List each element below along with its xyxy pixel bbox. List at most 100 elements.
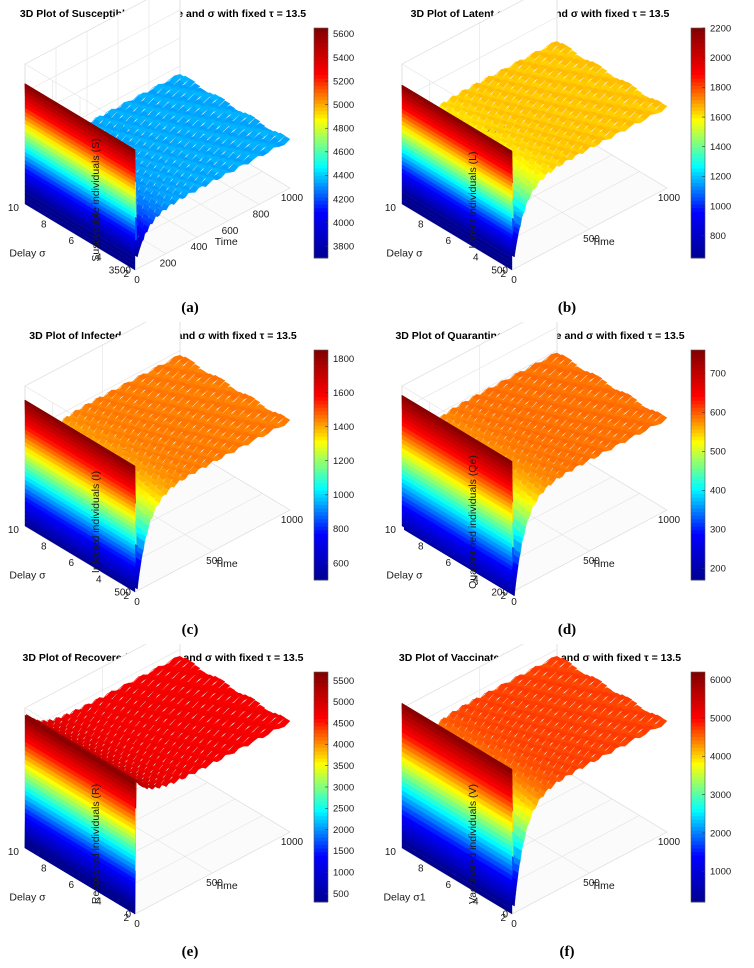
- colorbar-band: [314, 432, 328, 437]
- colorbar-band: [314, 450, 328, 455]
- colorbar-band: [314, 465, 328, 469]
- sigma-tick-label: 2: [500, 591, 506, 602]
- colorbar-band: [314, 103, 328, 108]
- x-tick-label: 1000: [658, 193, 681, 204]
- colorbar-band: [314, 486, 328, 491]
- colorbar-band: [691, 207, 705, 212]
- colorbar-band: [314, 357, 328, 362]
- colorbar-band: [314, 508, 328, 513]
- colorbar-tick-label: 1200: [710, 172, 731, 183]
- sigma-tick-label: 8: [418, 542, 424, 553]
- colorbar-band: [314, 411, 328, 416]
- surface-patch: [244, 114, 256, 124]
- surface-patch: [480, 78, 485, 84]
- panel-caption: (b): [558, 300, 576, 316]
- surface-patch: [249, 118, 261, 128]
- colorbar-band: [314, 89, 328, 94]
- colorbar-band: [314, 554, 328, 559]
- colorbar-band: [314, 243, 328, 248]
- z-axis-label: Infected individuals (I): [90, 471, 102, 573]
- colorbar-band: [314, 457, 328, 462]
- chart-d-svg: 3D Plot of Quarantined over Time and σ w…: [385, 322, 726, 638]
- x-tick-label: 400: [191, 242, 208, 253]
- colorbar-band: [691, 114, 705, 119]
- initial-wall: [401, 84, 513, 271]
- colorbar-band: [314, 63, 328, 68]
- surface-patch: [621, 81, 633, 91]
- colorbar-tick-label: 1400: [333, 422, 354, 433]
- colorbar-band: [314, 562, 328, 567]
- colorbar-band: [314, 164, 328, 169]
- colorbar-band: [314, 193, 328, 198]
- colorbar-tick-label: 800: [710, 231, 726, 242]
- colorbar-band: [691, 218, 705, 223]
- colorbar-band: [314, 526, 328, 531]
- colorbar-band: [691, 132, 705, 137]
- sigma-tick-label: 10: [8, 203, 20, 214]
- colorbar-band: [691, 56, 705, 61]
- colorbar-band: [314, 400, 328, 405]
- colorbar-band: [314, 360, 328, 365]
- colorbar-band: [314, 443, 328, 448]
- surface-patch: [189, 83, 201, 92]
- colorbar-tick-label: 4400: [333, 171, 354, 182]
- surface-patch: [184, 78, 196, 88]
- surface-patch: [510, 373, 516, 379]
- colorbar-band: [314, 254, 328, 259]
- colorbar-band: [314, 421, 328, 426]
- colorbar-band: [314, 407, 328, 412]
- x-tick-label: 600: [222, 226, 239, 237]
- colorbar-band: [314, 38, 328, 43]
- initial-wall: [24, 83, 136, 271]
- colorbar-band: [691, 243, 705, 248]
- colorbar-band: [314, 157, 328, 162]
- colorbar-band: [691, 178, 705, 183]
- sigma-tick-label: 6: [68, 236, 74, 247]
- colorbar-band: [314, 475, 328, 480]
- colorbar-band: [691, 117, 705, 122]
- colorbar-band: [314, 511, 328, 516]
- colorbar-band: [691, 96, 705, 101]
- colorbar-band: [691, 189, 705, 194]
- colorbar-tick-label: 600: [333, 558, 349, 569]
- sigma-tick-label: 2: [123, 591, 129, 602]
- colorbar-band: [314, 153, 328, 158]
- colorbar-band: [314, 522, 328, 527]
- colorbar-band: [314, 85, 328, 90]
- x-tick-label: 0: [511, 597, 517, 608]
- colorbar-band: [691, 150, 705, 155]
- colorbar-band: [691, 250, 705, 255]
- panel-caption: (c): [182, 622, 199, 638]
- sigma-tick-label: 10: [385, 525, 397, 536]
- sigma-tick-label: 10: [385, 203, 397, 214]
- surface-patch: [274, 132, 286, 141]
- colorbar-band: [691, 49, 705, 54]
- surface-patch: [556, 354, 568, 362]
- colorbar-band: [691, 164, 705, 169]
- colorbar-band: [314, 74, 328, 79]
- wall-band: [401, 84, 513, 156]
- sigma-tick-label: 8: [418, 220, 424, 231]
- colorbar-band: [314, 468, 328, 473]
- colorbar-band: [691, 67, 705, 72]
- colorbar-band: [314, 375, 328, 380]
- surface-patch: [556, 42, 568, 51]
- colorbar-tick-label: 1800: [333, 354, 354, 365]
- colorbar-band: [314, 60, 328, 65]
- colorbar-band: [691, 254, 705, 259]
- surface-patch: [438, 103, 442, 109]
- colorbar-band: [314, 504, 328, 509]
- colorbar-band: [314, 31, 328, 36]
- colorbar-band: [314, 385, 328, 390]
- colorbar-tick-label: 1200: [333, 456, 354, 467]
- surface-patch: [179, 356, 191, 365]
- colorbar-tick-label: 4200: [333, 194, 354, 205]
- colorbar-band: [691, 125, 705, 130]
- colorbar-band: [314, 186, 328, 191]
- colorbar-band: [314, 576, 328, 581]
- colorbar-band: [691, 99, 705, 104]
- colorbar-band: [314, 92, 328, 97]
- surface-patch: [566, 50, 578, 59]
- surface-patch: [274, 413, 286, 422]
